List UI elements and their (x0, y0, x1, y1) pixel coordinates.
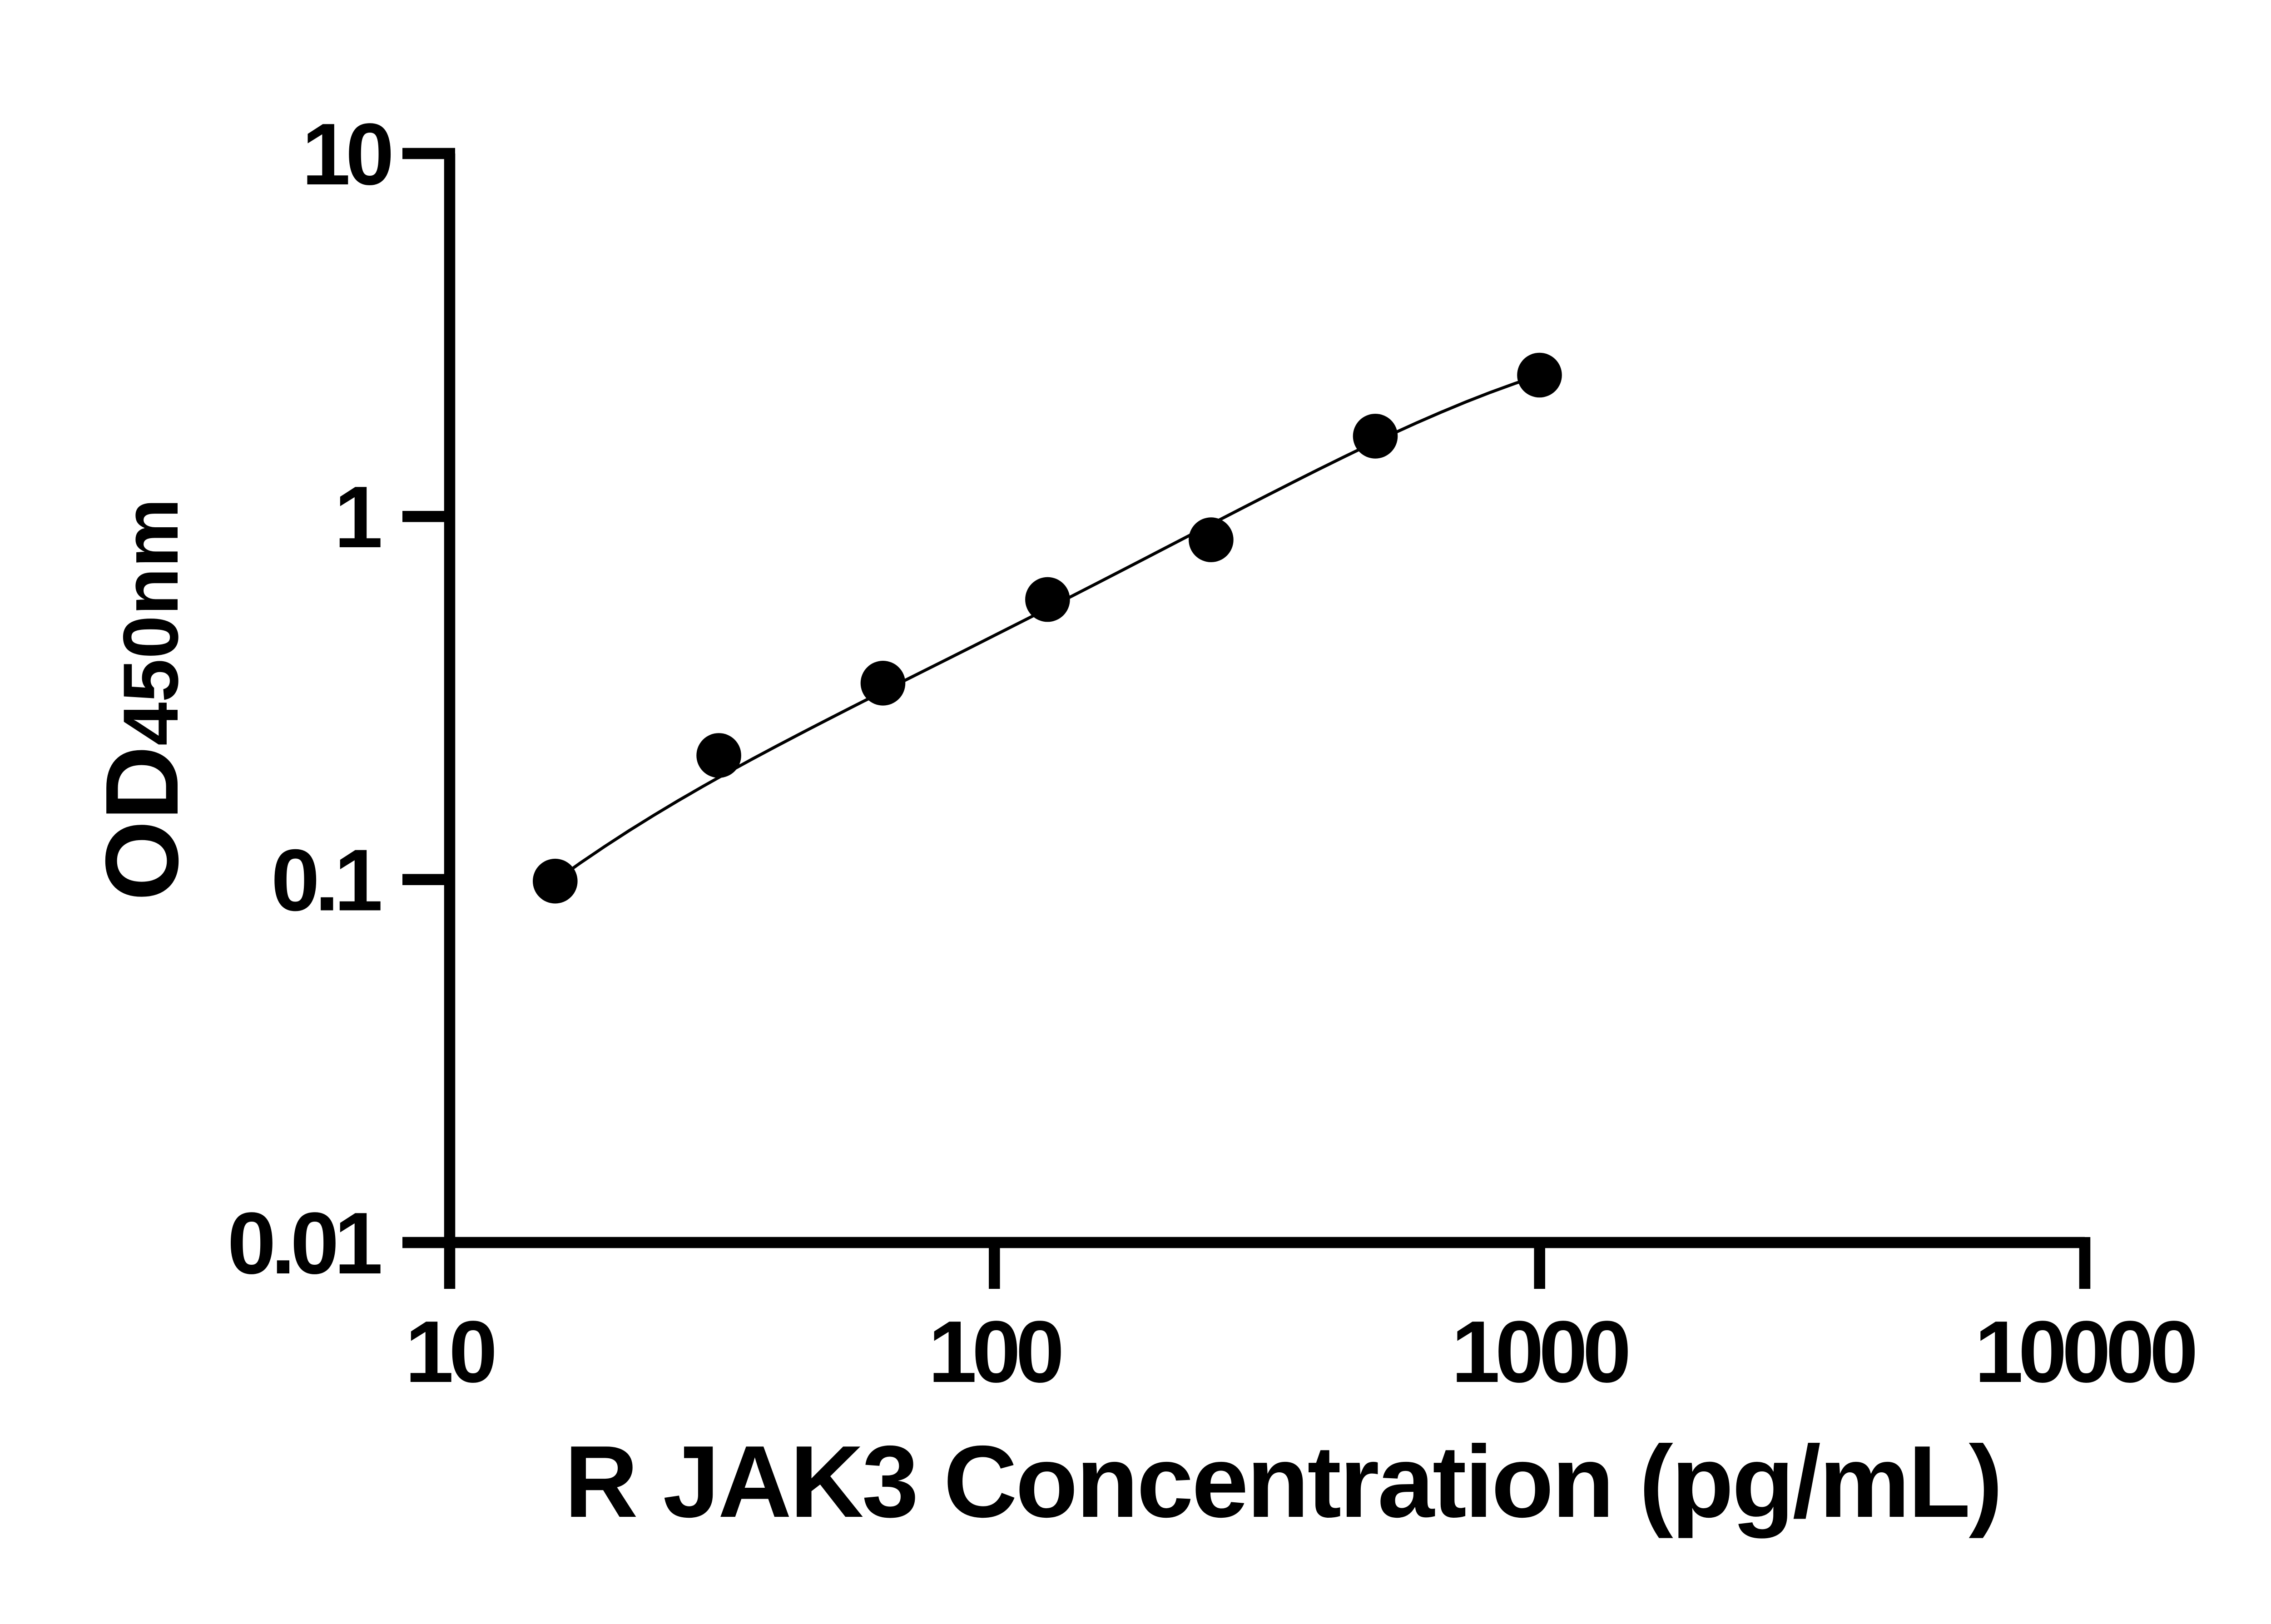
svg-text:1: 1 (334, 468, 381, 566)
svg-text:100: 100 (928, 1302, 1061, 1401)
svg-text:OD450nm: OD450nm (84, 498, 200, 901)
svg-text:1000: 1000 (1451, 1302, 1628, 1401)
svg-text:10000: 10000 (1974, 1302, 2195, 1401)
svg-text:10: 10 (405, 1302, 494, 1401)
svg-text:R JAK3 Concentration (pg/mL): R JAK3 Concentration (pg/mL) (564, 1424, 2001, 1539)
svg-text:0.1: 0.1 (271, 831, 381, 929)
svg-text:0.01: 0.01 (227, 1194, 380, 1292)
svg-text:10: 10 (302, 105, 391, 203)
